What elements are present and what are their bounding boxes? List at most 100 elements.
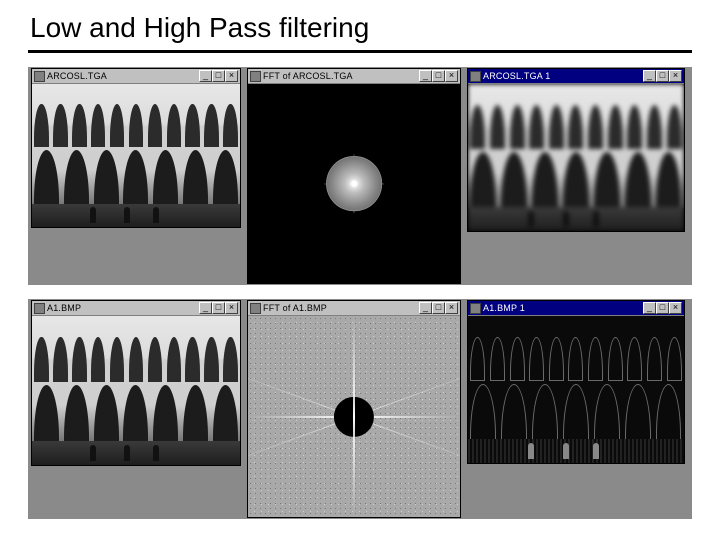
arch-upper <box>667 337 682 381</box>
arches-image <box>468 84 684 231</box>
minimize-button[interactable]: _ <box>199 70 212 82</box>
arch-upper <box>647 105 662 149</box>
window-title: A1.BMP 1 <box>483 303 641 313</box>
arch-upper <box>510 337 525 381</box>
window-fft-low[interactable]: FFT of ARCOSL.TGA _□× <box>247 68 461 284</box>
close-button[interactable]: × <box>445 302 458 314</box>
titlebar[interactable]: ARCOSL.TGA 1 _□× <box>468 69 684 84</box>
close-button[interactable]: × <box>669 70 682 82</box>
arch-upper <box>223 337 238 382</box>
arch-upper <box>204 337 219 382</box>
close-button[interactable]: × <box>445 70 458 82</box>
close-button[interactable]: × <box>225 70 238 82</box>
arch-upper <box>490 105 505 149</box>
figure <box>153 207 159 223</box>
arch-upper <box>490 337 505 381</box>
minimize-button[interactable]: _ <box>643 70 656 82</box>
arch-upper <box>608 105 623 149</box>
maximize-button[interactable]: □ <box>656 70 669 82</box>
arch-upper <box>667 105 682 149</box>
close-button[interactable]: × <box>225 302 238 314</box>
titlebar[interactable]: A1.BMP 1 _□× <box>468 301 684 316</box>
window-content <box>468 316 684 463</box>
figure <box>124 445 130 461</box>
minimize-button[interactable]: _ <box>419 70 432 82</box>
ground <box>32 441 240 465</box>
window-buttons: _□× <box>419 70 458 82</box>
system-menu-icon[interactable] <box>470 71 481 82</box>
fft-diag <box>248 365 460 467</box>
close-button[interactable]: × <box>669 302 682 314</box>
arch-upper <box>72 337 87 382</box>
arch-upper <box>129 104 144 147</box>
system-menu-icon[interactable] <box>250 303 261 314</box>
arch-upper <box>148 337 163 382</box>
page-title: Low and High Pass filtering <box>30 12 692 44</box>
figure <box>124 207 130 223</box>
titlebar[interactable]: ARCOSL.TGA _□× <box>32 69 240 84</box>
maximize-button[interactable]: □ <box>432 70 445 82</box>
system-menu-icon[interactable] <box>34 303 45 314</box>
window-title: FFT of ARCOSL.TGA <box>263 71 417 81</box>
maximize-button[interactable]: □ <box>212 70 225 82</box>
fft-diag <box>248 365 460 467</box>
figure <box>593 443 599 459</box>
fft-highpass <box>248 316 460 517</box>
figure <box>90 445 96 461</box>
window-buttons: _□× <box>199 302 238 314</box>
titlebar[interactable]: FFT of ARCOSL.TGA _□× <box>248 69 460 84</box>
window-title: FFT of A1.BMP <box>263 303 417 313</box>
arch-upper <box>129 337 144 382</box>
window-buttons: _□× <box>643 70 682 82</box>
window-content <box>248 316 460 517</box>
maximize-button[interactable]: □ <box>212 302 225 314</box>
arch-upper <box>529 105 544 149</box>
arch-upper <box>568 105 583 149</box>
arches-image <box>468 316 684 463</box>
titlebar[interactable]: FFT of A1.BMP _□× <box>248 301 460 316</box>
arch-upper <box>110 104 125 147</box>
arch-upper <box>204 104 219 147</box>
window-fft-high[interactable]: FFT of A1.BMP _□× <box>247 300 461 518</box>
window-buttons: _□× <box>419 302 458 314</box>
arch-upper <box>185 104 200 147</box>
ground <box>468 207 684 231</box>
minimize-button[interactable]: _ <box>419 302 432 314</box>
figure <box>528 443 534 459</box>
arch-upper <box>470 105 485 149</box>
canvas-row-highpass: A1.BMP _□× FFT of A1.BMP _□× A1.BMP 1 _□… <box>28 299 692 519</box>
window-title: A1.BMP <box>47 303 197 313</box>
arch-upper <box>91 337 106 382</box>
figure <box>563 211 569 227</box>
arch-row-upper <box>32 104 240 147</box>
arch-upper <box>91 104 106 147</box>
arch-upper <box>627 105 642 149</box>
canvas-row-lowpass: ARCOSL.TGA _□× FFT of ARCOSL.TGA _□× ARC… <box>28 67 692 285</box>
arch-upper <box>34 104 49 147</box>
window-out-low[interactable]: ARCOSL.TGA 1 _□× <box>467 68 685 232</box>
arch-upper <box>72 104 87 147</box>
titlebar[interactable]: A1.BMP _□× <box>32 301 240 316</box>
arch-upper <box>53 337 68 382</box>
window-src-high[interactable]: A1.BMP _□× <box>31 300 241 466</box>
window-content <box>32 316 240 465</box>
window-out-high[interactable]: A1.BMP 1 _□× <box>467 300 685 464</box>
arch-upper <box>167 337 182 382</box>
minimize-button[interactable]: _ <box>643 302 656 314</box>
fft-disc <box>326 156 382 212</box>
minimize-button[interactable]: _ <box>199 302 212 314</box>
system-menu-icon[interactable] <box>250 71 261 82</box>
arch-upper <box>647 337 662 381</box>
maximize-button[interactable]: □ <box>656 302 669 314</box>
arch-upper <box>549 337 564 381</box>
window-content <box>32 84 240 227</box>
maximize-button[interactable]: □ <box>432 302 445 314</box>
ground <box>32 204 240 227</box>
window-buttons: _□× <box>643 302 682 314</box>
figure <box>593 211 599 227</box>
arch-upper <box>627 337 642 381</box>
window-src-low[interactable]: ARCOSL.TGA _□× <box>31 68 241 228</box>
system-menu-icon[interactable] <box>34 71 45 82</box>
system-menu-icon[interactable] <box>470 303 481 314</box>
window-content <box>468 84 684 231</box>
